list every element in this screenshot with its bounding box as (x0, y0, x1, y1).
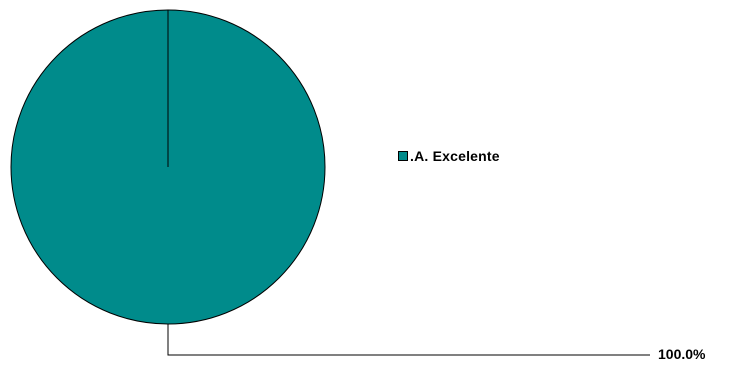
legend-swatch (398, 151, 408, 161)
leader-line (167, 324, 650, 356)
legend: .A. Excelente (398, 148, 500, 164)
data-label: 100.0% (658, 346, 706, 362)
legend-label: .A. Excelente (410, 148, 500, 164)
